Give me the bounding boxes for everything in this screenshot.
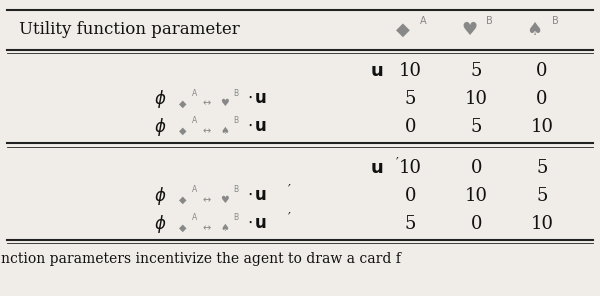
Text: B: B <box>551 16 559 26</box>
Text: ◆: ◆ <box>397 21 410 39</box>
Text: 0: 0 <box>536 90 548 108</box>
Text: 10: 10 <box>399 159 422 177</box>
Text: $\mathbf{u}$: $\mathbf{u}$ <box>370 159 383 177</box>
Text: ♥: ♥ <box>461 21 477 39</box>
Text: ′: ′ <box>287 184 290 197</box>
Text: ′: ′ <box>396 156 399 169</box>
Text: 5: 5 <box>536 187 548 205</box>
Text: A: A <box>192 116 197 126</box>
Text: $\mathbf{u}$: $\mathbf{u}$ <box>370 62 383 80</box>
Text: 5: 5 <box>470 62 482 80</box>
Text: ◆: ◆ <box>179 223 186 233</box>
Text: ↔: ↔ <box>203 126 211 136</box>
Text: ♠: ♠ <box>221 223 229 233</box>
Text: 0: 0 <box>470 215 482 232</box>
Text: 0: 0 <box>470 159 482 177</box>
Text: B: B <box>234 116 239 126</box>
Text: $\cdot\,\mathbf{u}$: $\cdot\,\mathbf{u}$ <box>247 90 267 107</box>
Text: 10: 10 <box>399 62 422 80</box>
Text: 0: 0 <box>405 187 416 205</box>
Text: nction parameters incentivize the agent to draw a card f: nction parameters incentivize the agent … <box>1 252 401 266</box>
Text: ◆: ◆ <box>179 195 186 205</box>
Text: A: A <box>192 89 197 97</box>
Text: ↔: ↔ <box>203 223 211 233</box>
Text: $\cdot\,\mathbf{u}$: $\cdot\,\mathbf{u}$ <box>247 118 267 135</box>
Text: A: A <box>192 185 197 194</box>
Text: 10: 10 <box>464 187 488 205</box>
Text: B: B <box>234 213 239 222</box>
Text: ◆: ◆ <box>179 98 186 108</box>
Text: B: B <box>486 16 493 26</box>
Text: B: B <box>234 185 239 194</box>
Text: B: B <box>234 89 239 97</box>
Text: A: A <box>192 213 197 222</box>
Text: ′: ′ <box>287 212 290 225</box>
Text: ♥: ♥ <box>221 98 229 108</box>
Text: $\phi$: $\phi$ <box>154 213 166 234</box>
Text: 0: 0 <box>536 62 548 80</box>
Text: 10: 10 <box>464 90 488 108</box>
Text: $\cdot\,\mathbf{u}$: $\cdot\,\mathbf{u}$ <box>247 215 267 232</box>
Text: 0: 0 <box>405 118 416 136</box>
Text: $\cdot\,\mathbf{u}$: $\cdot\,\mathbf{u}$ <box>247 187 267 204</box>
Text: 5: 5 <box>405 215 416 232</box>
Text: $\phi$: $\phi$ <box>154 88 166 110</box>
Text: ♥: ♥ <box>221 195 229 205</box>
Text: 5: 5 <box>536 159 548 177</box>
Text: $\phi$: $\phi$ <box>154 185 166 207</box>
Text: ↔: ↔ <box>203 195 211 205</box>
Text: ♠: ♠ <box>527 21 543 39</box>
Text: ♠: ♠ <box>221 126 229 136</box>
Text: $\phi$: $\phi$ <box>154 116 166 138</box>
Text: A: A <box>421 16 427 26</box>
Text: 10: 10 <box>530 118 553 136</box>
Text: ◆: ◆ <box>179 126 186 136</box>
Text: 5: 5 <box>405 90 416 108</box>
Text: ↔: ↔ <box>203 98 211 108</box>
Text: 5: 5 <box>470 118 482 136</box>
Text: 10: 10 <box>530 215 553 232</box>
Text: Utility function parameter: Utility function parameter <box>19 22 240 38</box>
